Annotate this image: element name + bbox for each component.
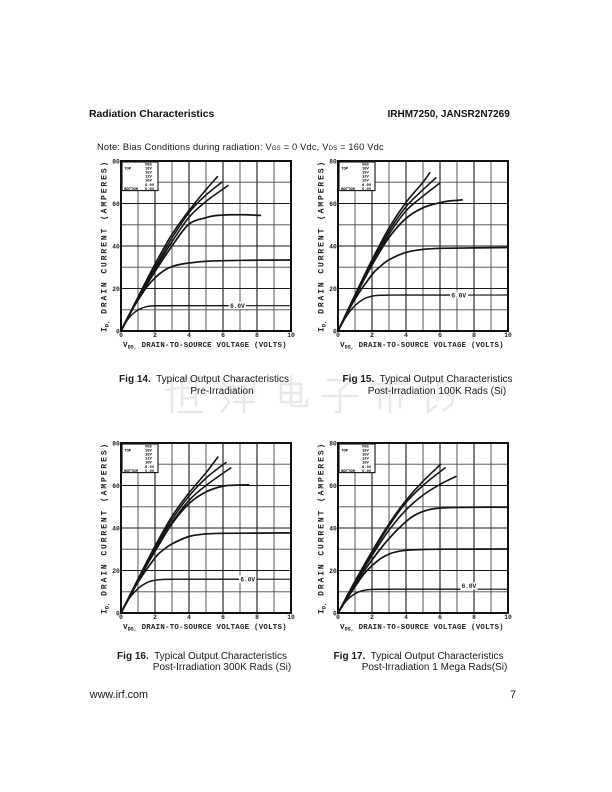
svg-text:10V: 10V (362, 462, 370, 466)
svg-text:8.0V: 8.0V (362, 466, 372, 470)
svg-text:80: 80 (329, 158, 337, 165)
svg-text:6.0V: 6.0V (145, 470, 155, 474)
svg-text:15V: 15V (145, 454, 153, 458)
svg-text:8: 8 (255, 332, 259, 339)
svg-text:ID, DRAIN CURRENT (AMPERES): ID, DRAIN CURRENT (AMPERES) (318, 442, 328, 614)
svg-text:BOTTOM: BOTTOM (341, 470, 355, 474)
svg-text:4: 4 (404, 614, 408, 621)
svg-text:20: 20 (112, 286, 120, 293)
svg-text:6: 6 (221, 614, 225, 621)
svg-text:TOP: TOP (124, 450, 132, 454)
svg-text:10V: 10V (145, 180, 153, 184)
svg-text:10: 10 (504, 614, 512, 621)
svg-text:60: 60 (112, 201, 120, 208)
svg-text:ID, DRAIN CURRENT (AMPERES): ID, DRAIN CURRENT (AMPERES) (100, 442, 110, 614)
svg-text:0: 0 (336, 332, 340, 339)
svg-text:12V: 12V (145, 176, 153, 180)
svg-text:12V: 12V (362, 458, 370, 462)
svg-text:2: 2 (370, 332, 374, 339)
svg-text:18V: 18V (362, 168, 370, 172)
svg-text:2: 2 (153, 332, 157, 339)
svg-text:BOTTOM: BOTTOM (341, 188, 355, 192)
svg-text:BOTTOM: BOTTOM (124, 188, 138, 192)
svg-text:8.0V: 8.0V (145, 466, 155, 470)
svg-text:8.0V: 8.0V (145, 184, 155, 188)
svg-text:VGS: VGS (362, 446, 370, 450)
svg-text:6.0V: 6.0V (230, 303, 245, 310)
svg-text:60: 60 (329, 201, 337, 208)
svg-text:20: 20 (329, 286, 337, 293)
svg-text:10: 10 (287, 332, 295, 339)
svg-text:8: 8 (255, 614, 259, 621)
svg-text:VDS, DRAIN-TO-SOURCE VOLTAGE (: VDS, DRAIN-TO-SOURCE VOLTAGE (VOLTS) (123, 342, 287, 351)
svg-text:60: 60 (112, 483, 120, 490)
svg-text:VGS: VGS (145, 164, 153, 168)
svg-text:40: 40 (112, 243, 120, 250)
svg-text:18V: 18V (145, 450, 153, 454)
svg-text:80: 80 (112, 440, 120, 447)
svg-text:15V: 15V (362, 172, 370, 176)
svg-text:10V: 10V (362, 180, 370, 184)
svg-text:18V: 18V (145, 168, 153, 172)
svg-text:0: 0 (116, 610, 120, 617)
svg-text:10V: 10V (145, 462, 153, 466)
svg-text:VDS, DRAIN-TO-SOURCE VOLTAGE (: VDS, DRAIN-TO-SOURCE VOLTAGE (VOLTS) (340, 342, 504, 351)
svg-text:BOTTOM: BOTTOM (124, 470, 138, 474)
svg-text:12V: 12V (362, 176, 370, 180)
svg-text:6.0V: 6.0V (145, 188, 155, 192)
svg-text:4: 4 (404, 332, 408, 339)
svg-text:4: 4 (187, 614, 191, 621)
svg-text:10: 10 (287, 614, 295, 621)
svg-text:6.0V: 6.0V (362, 470, 372, 474)
svg-text:6.0V: 6.0V (240, 576, 255, 583)
svg-text:0: 0 (119, 614, 123, 621)
svg-text:20: 20 (112, 568, 120, 575)
svg-text:0: 0 (333, 610, 337, 617)
svg-text:2: 2 (153, 614, 157, 621)
svg-text:20: 20 (329, 568, 337, 575)
svg-text:6: 6 (438, 332, 442, 339)
svg-text:15V: 15V (362, 454, 370, 458)
svg-text:6.0V: 6.0V (462, 583, 477, 590)
svg-text:80: 80 (112, 158, 120, 165)
svg-text:40: 40 (112, 525, 120, 532)
svg-text:80: 80 (329, 440, 337, 447)
svg-text:0: 0 (333, 328, 337, 335)
svg-text:0: 0 (336, 614, 340, 621)
svg-text:6.0V: 6.0V (362, 188, 372, 192)
svg-text:0: 0 (119, 332, 123, 339)
svg-text:VDS, DRAIN-TO-SOURCE VOLTAGE (: VDS, DRAIN-TO-SOURCE VOLTAGE (VOLTS) (123, 624, 287, 633)
svg-text:TOP: TOP (341, 450, 349, 454)
svg-text:ID, DRAIN CURRENT (AMPERES): ID, DRAIN CURRENT (AMPERES) (100, 160, 110, 332)
svg-text:VDS, DRAIN-TO-SOURCE VOLTAGE (: VDS, DRAIN-TO-SOURCE VOLTAGE (VOLTS) (340, 624, 504, 633)
svg-text:8: 8 (472, 332, 476, 339)
svg-text:8.0V: 8.0V (362, 184, 372, 188)
svg-text:15V: 15V (145, 172, 153, 176)
svg-text:6.0V: 6.0V (451, 292, 466, 299)
svg-text:TOP: TOP (124, 168, 132, 172)
svg-text:60: 60 (329, 483, 337, 490)
svg-text:VGS: VGS (362, 164, 370, 168)
svg-text:ID, DRAIN CURRENT (AMPERES): ID, DRAIN CURRENT (AMPERES) (318, 160, 328, 332)
svg-text:VGS: VGS (145, 446, 153, 450)
svg-text:2: 2 (370, 614, 374, 621)
svg-text:10: 10 (504, 332, 512, 339)
svg-text:6: 6 (438, 614, 442, 621)
svg-text:18V: 18V (362, 450, 370, 454)
svg-text:40: 40 (329, 525, 337, 532)
svg-text:12V: 12V (145, 458, 153, 462)
svg-text:TOP: TOP (341, 168, 349, 172)
svg-text:0: 0 (116, 328, 120, 335)
svg-text:40: 40 (329, 243, 337, 250)
svg-text:6: 6 (221, 332, 225, 339)
svg-text:8: 8 (472, 614, 476, 621)
svg-text:4: 4 (187, 332, 191, 339)
